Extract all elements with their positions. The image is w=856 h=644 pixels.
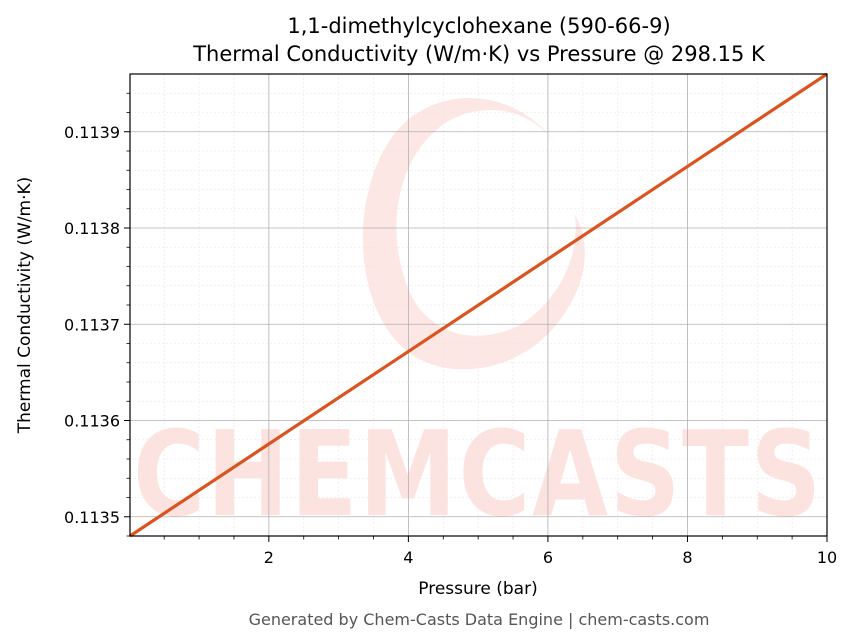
x-tick-label: 4 — [403, 548, 413, 567]
footer-credit: Generated by Chem-Casts Data Engine | ch… — [249, 610, 710, 629]
y-tick-label: 0.1139 — [64, 123, 120, 142]
y-axis-label: Thermal Conductivity (W/m·K) — [15, 177, 35, 435]
x-tick-label: 10 — [817, 548, 837, 567]
chart-title-line1: 1,1-dimethylcyclohexane (590-66-9) — [287, 14, 670, 38]
series-layer — [129, 72, 828, 538]
chart-title-line2: Thermal Conductivity (W/m·K) vs Pressure… — [192, 42, 766, 66]
grid-minor — [130, 74, 827, 537]
x-tick-label: 2 — [264, 548, 274, 567]
x-tick-label: 6 — [543, 548, 553, 567]
y-tick-label: 0.1138 — [64, 219, 120, 238]
y-tick-label: 0.1136 — [64, 412, 120, 431]
x-axis-label: Pressure (bar) — [418, 579, 537, 599]
y-tick-label: 0.1137 — [64, 315, 120, 334]
y-tick-label: 0.1135 — [64, 508, 120, 527]
watermark: CHEMCASTS — [133, 97, 823, 543]
ticks: 2 4 6 8 10 0.1135 0.1136 0.1137 0.1138 0.1139 — [64, 92, 837, 567]
x-tick-label: 8 — [682, 548, 692, 567]
series-line — [129, 72, 828, 538]
watermark-text: CHEMCASTS — [133, 405, 823, 543]
